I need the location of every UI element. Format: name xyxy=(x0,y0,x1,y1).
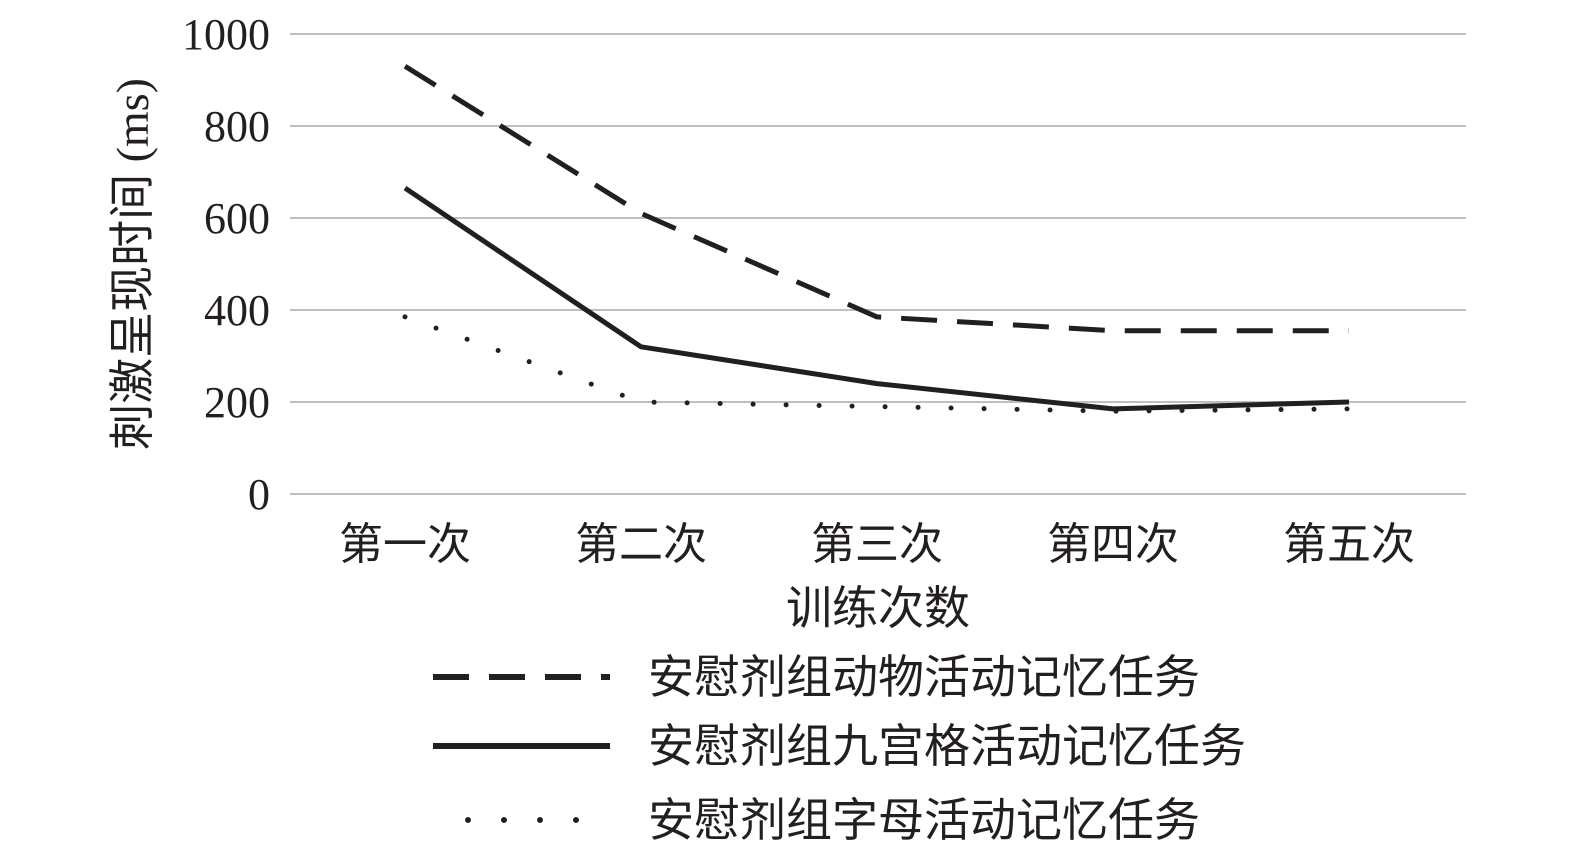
x-tick-label-3: 第三次 xyxy=(811,520,943,569)
series-lines xyxy=(402,64,1352,414)
legend-label-3: 安慰剂组字母活动记忆任务 xyxy=(648,795,1200,846)
y-tick-label-200: 200 xyxy=(204,378,270,427)
legend-label-2: 安慰剂组九宫格活动记忆任务 xyxy=(648,721,1246,772)
y-tick-label-600: 600 xyxy=(204,194,270,243)
x-axis-title: 训练次数 xyxy=(786,583,970,634)
gridlines xyxy=(290,33,1466,495)
legend-label-1: 安慰剂组动物活动记忆任务 xyxy=(648,652,1200,703)
y-tick-label-0: 0 xyxy=(248,470,270,519)
y-tick-label-800: 800 xyxy=(204,102,270,151)
series-line-1-dashed xyxy=(403,64,1349,334)
series-line-2-solid xyxy=(403,186,1350,412)
y-tick-label-1000: 1000 xyxy=(182,10,270,59)
x-tick-label-4: 第四次 xyxy=(1047,520,1179,569)
series-line-3-dotted xyxy=(402,314,1352,414)
y-tick-label-400: 400 xyxy=(204,286,270,335)
x-tick-label-5: 第五次 xyxy=(1283,520,1415,569)
x-tick-label-1: 第一次 xyxy=(339,520,471,569)
y-axis-title: 刺激呈现时间 (ms) xyxy=(107,78,158,450)
x-axis-ticks: 第一次 第二次 第三次 第四次 第五次 xyxy=(339,520,1415,569)
x-tick-label-2: 第二次 xyxy=(575,520,707,569)
y-axis-ticks: 0 200 400 600 800 1000 xyxy=(182,10,270,519)
